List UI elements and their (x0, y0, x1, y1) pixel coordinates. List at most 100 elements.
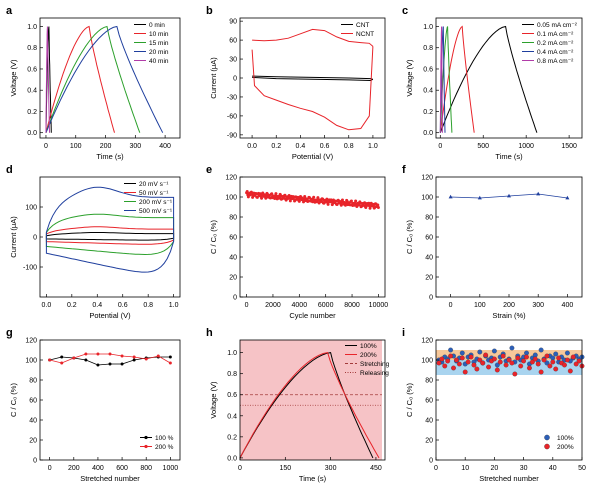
data-point (108, 362, 112, 366)
y-tick-label: 60 (229, 38, 237, 45)
data-point (454, 357, 459, 363)
x-tick-label: 0 (449, 302, 453, 309)
panel-label: a (6, 5, 13, 17)
data-point (297, 199, 301, 203)
y-tick-label: 0 (429, 295, 433, 302)
y-axis-label: C / C₀ (%) (405, 220, 414, 254)
y-tick-label: 100 (25, 205, 37, 212)
data-point (120, 362, 124, 366)
data-point (565, 195, 570, 200)
data-point (576, 358, 582, 364)
data-point (168, 361, 172, 365)
x-tick-label: 400 (562, 302, 574, 309)
x-tick-label: 0 (434, 465, 438, 472)
legend-label: 200% (557, 444, 574, 451)
y-tick-label: 120 (225, 175, 237, 182)
data-point (274, 192, 278, 196)
data-point (246, 195, 250, 199)
data-point (312, 195, 316, 199)
data-point (96, 352, 100, 356)
panel-label: g (6, 327, 13, 339)
data-point (494, 362, 500, 368)
x-tick-label: 0 (44, 143, 48, 150)
data-point (156, 354, 160, 358)
y-tick-label: 20 (425, 275, 433, 282)
x-tick-label: 200 (503, 302, 515, 309)
data-point (325, 197, 329, 201)
x-axis-label: Time (s) (495, 152, 523, 161)
data-point (550, 359, 556, 365)
legend-label: 0.4 mA cm⁻² (537, 49, 574, 56)
series-line (45, 186, 175, 273)
data-point (376, 203, 380, 207)
data-point (553, 351, 559, 357)
data-point (500, 353, 506, 359)
y-tick-label: 80 (229, 215, 237, 222)
panel-label: i (402, 327, 405, 339)
x-tick-label: 0.0 (247, 143, 257, 150)
data-point (120, 354, 124, 358)
data-point (60, 355, 64, 359)
x-tick-label: 0 (48, 465, 52, 472)
data-point (477, 195, 482, 200)
x-tick-label: 100 (474, 302, 486, 309)
data-point (132, 355, 136, 359)
data-point (491, 356, 497, 362)
x-tick-label: 1000 (518, 143, 534, 150)
data-point (483, 352, 489, 358)
data-point (512, 371, 518, 377)
data-point (439, 356, 445, 362)
x-axis-label: Stretched number (80, 474, 140, 483)
y-tick-label: 20 (29, 438, 37, 445)
x-tick-label: 0.0 (41, 302, 51, 309)
x-tick-label: 1.0 (169, 302, 179, 309)
y-tick-label: 0.8 (27, 45, 37, 52)
data-point (445, 358, 451, 364)
data-point (547, 363, 553, 369)
data-point (564, 357, 570, 363)
x-axis-label: Potential (V) (89, 311, 131, 320)
y-tick-label: 40 (229, 255, 237, 262)
legend-label: NCNT (356, 31, 374, 38)
panel-label: c (402, 5, 408, 17)
y-tick-label: 60 (29, 398, 37, 405)
x-tick-label: 600 (116, 465, 128, 472)
panel-b: 0.0 0.2 0.4 0.6 0.8 1.0 -90 -60 -30 0 30 60 90 Potent… (206, 5, 386, 161)
y-tick-label: 120 (421, 175, 433, 182)
series-line (439, 26, 453, 133)
data-point (96, 363, 100, 367)
data-point (509, 345, 515, 351)
y-tick-label: 40 (425, 255, 433, 262)
series-line (239, 352, 380, 459)
legend-label: 200 % (155, 444, 174, 451)
legend-label: 50 mV s⁻¹ (139, 190, 169, 197)
y-tick-label: 0.8 (423, 45, 433, 52)
data-point (451, 365, 456, 371)
x-tick-label: 0.2 (271, 143, 281, 150)
data-point (532, 356, 538, 362)
legend-label: 20 min (149, 49, 169, 56)
data-point (468, 354, 474, 360)
x-tick-label: 0.2 (67, 302, 77, 309)
x-tick-label: 300 (532, 302, 544, 309)
data-point (544, 360, 550, 366)
legend-label: 0 min (149, 22, 165, 29)
data-point (283, 193, 287, 197)
data-point (538, 347, 544, 353)
data-point (538, 369, 544, 375)
x-axis-label: Stretched number (479, 474, 539, 483)
y-tick-label: 0 (429, 458, 433, 465)
panel-f: 0 100 200 300 400 0 20 40 60 80 100 120 Strain (%) C … (402, 164, 583, 320)
data-point (84, 352, 88, 356)
legend-label: 0.2 mA cm⁻² (537, 40, 574, 47)
x-axis-label: Potential (V) (292, 152, 334, 161)
y-tick-label: 30 (229, 57, 237, 64)
y-tick-label: 0.0 (27, 130, 37, 137)
y-tick-label: 80 (29, 378, 37, 385)
series-line (45, 232, 175, 241)
x-tick-label: 40 (549, 465, 557, 472)
y-tick-label: 0.0 (423, 130, 433, 137)
data-point (477, 349, 483, 355)
data-point (462, 369, 468, 375)
data-point (503, 362, 509, 368)
